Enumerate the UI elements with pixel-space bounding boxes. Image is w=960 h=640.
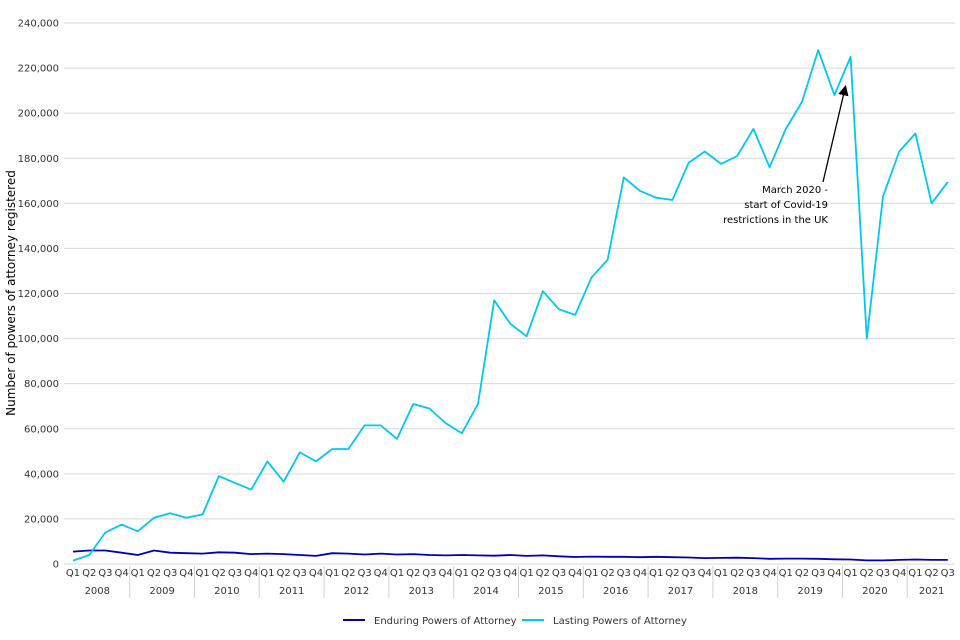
x-tick-label: Q3	[681, 568, 695, 579]
x-tick-label: Q2	[795, 568, 809, 579]
x-tick-label: Q4	[698, 568, 712, 579]
annotation-text: restrictions in the UK	[723, 215, 828, 226]
y-tick-label: 100,000	[18, 334, 59, 345]
y-axis: 0 20,000 40,000 60,000 80,000 100,000 120,000 1…	[18, 19, 59, 571]
y-tick-label: 180,000	[18, 154, 59, 165]
x-tick-label: Q1	[714, 568, 728, 579]
x-tick-label: Q3	[617, 568, 631, 579]
legend-label: Enduring Powers of Attorney	[374, 616, 517, 627]
x-tick-label: Q1	[195, 568, 209, 579]
x-tick-label: Q4	[827, 568, 841, 579]
x-tick-label: Q1	[584, 568, 598, 579]
x-tick-label: Q2	[276, 568, 290, 579]
x-tick-label: Q2	[471, 568, 485, 579]
x-tick-label: Q4	[179, 568, 193, 579]
x-year-label: 2011	[279, 586, 304, 597]
x-tick-label: Q2	[341, 568, 355, 579]
y-tick-label: 220,000	[18, 64, 59, 75]
x-tick-label: Q3	[552, 568, 566, 579]
x-tick-label: Q2	[924, 568, 938, 579]
x-tick-label: Q1	[519, 568, 533, 579]
x-tick-label: Q4	[633, 568, 647, 579]
x-tick-label: Q3	[228, 568, 242, 579]
y-tick-label: 20,000	[24, 514, 59, 525]
annotation-text: start of Covid-19	[744, 200, 828, 211]
legend: Enduring Powers of Attorney Lasting Power…	[343, 616, 687, 627]
x-tick-label: Q1	[390, 568, 404, 579]
x-tick-label: Q2	[860, 568, 874, 579]
y-tick-label: 40,000	[24, 469, 59, 480]
x-tick-label: Q3	[941, 568, 955, 579]
x-tick-label: Q1	[779, 568, 793, 579]
x-year-label: 2009	[149, 586, 174, 597]
x-tick-label: Q2	[665, 568, 679, 579]
x-tick-label: Q1	[649, 568, 663, 579]
y-tick-label: 160,000	[18, 199, 59, 210]
x-tick-label: Q1	[66, 568, 80, 579]
x-tick-label: Q3	[98, 568, 112, 579]
x-year-label: 2013	[409, 586, 434, 597]
annotation-arrow	[822, 85, 849, 183]
x-tick-label: Q3	[357, 568, 371, 579]
x-tick-label: Q1	[455, 568, 469, 579]
x-year-label: 2018	[733, 586, 758, 597]
x-year-label: 2020	[862, 586, 887, 597]
covid-annotation: March 2020 - start of Covid-19 restriction…	[723, 85, 849, 226]
x-year-label: 2008	[85, 586, 110, 597]
y-tick-label: 140,000	[18, 244, 59, 255]
x-year-label: 2010	[214, 586, 239, 597]
series-lines	[72, 49, 949, 562]
x-tick-label: Q1	[131, 568, 145, 579]
x-tick-label: Q4	[374, 568, 388, 579]
x-year-label: 2014	[473, 586, 498, 597]
x-axis: Q1 Q2 Q3 Q4 Q1 Q2 Q3 Q4 Q1 Q2 Q3 Q4 Q1 Q2 Q3 Q4 Q1 Q2 Q3 Q4…	[66, 566, 955, 598]
x-year-label: 2015	[538, 586, 563, 597]
x-tick-label: Q4	[762, 568, 776, 579]
x-tick-label: Q4	[244, 568, 258, 579]
x-tick-label: Q2	[406, 568, 420, 579]
series-line-1	[72, 49, 949, 562]
x-tick-label: Q4	[438, 568, 452, 579]
x-tick-label: Q2	[212, 568, 226, 579]
x-tick-label: Q3	[293, 568, 307, 579]
legend-label: Lasting Powers of Attorney	[553, 616, 687, 627]
x-tick-label: Q2	[600, 568, 614, 579]
y-tick-label: 80,000	[24, 379, 59, 390]
x-tick-label: Q4	[309, 568, 323, 579]
y-tick-label: 60,000	[24, 424, 59, 435]
x-tick-label: Q4	[114, 568, 128, 579]
grid-lines	[64, 22, 955, 565]
y-tick-label: 240,000	[18, 19, 59, 30]
x-tick-label: Q1	[325, 568, 339, 579]
series-line-0	[72, 549, 948, 562]
y-axis-label: Number of powers of attorney registered	[4, 170, 18, 416]
x-tick-label: Q4	[568, 568, 582, 579]
x-year-label: 2012	[344, 586, 369, 597]
x-tick-label: Q3	[422, 568, 436, 579]
x-tick-label: Q2	[730, 568, 744, 579]
x-tick-label: Q1	[260, 568, 274, 579]
x-year-label: 2019	[797, 586, 822, 597]
x-tick-label: Q3	[811, 568, 825, 579]
x-tick-label: Q1	[843, 568, 857, 579]
x-tick-label: Q4	[892, 568, 906, 579]
x-tick-label: Q3	[876, 568, 890, 579]
x-tick-label: Q2	[147, 568, 161, 579]
y-tick-label: 200,000	[18, 109, 59, 120]
x-year-label: 2017	[668, 586, 693, 597]
y-tick-label: 0	[53, 560, 59, 571]
x-tick-label: Q3	[487, 568, 501, 579]
y-tick-label: 120,000	[18, 289, 59, 300]
x-tick-label: Q4	[503, 568, 517, 579]
x-year-label: 2016	[603, 586, 628, 597]
x-tick-label: Q2	[82, 568, 96, 579]
x-tick-label: Q1	[908, 568, 922, 579]
x-tick-label: Q3	[163, 568, 177, 579]
annotation-text: March 2020 -	[762, 185, 828, 196]
x-year-label: 2021	[919, 586, 944, 597]
x-tick-label: Q3	[746, 568, 760, 579]
x-tick-label: Q2	[536, 568, 550, 579]
